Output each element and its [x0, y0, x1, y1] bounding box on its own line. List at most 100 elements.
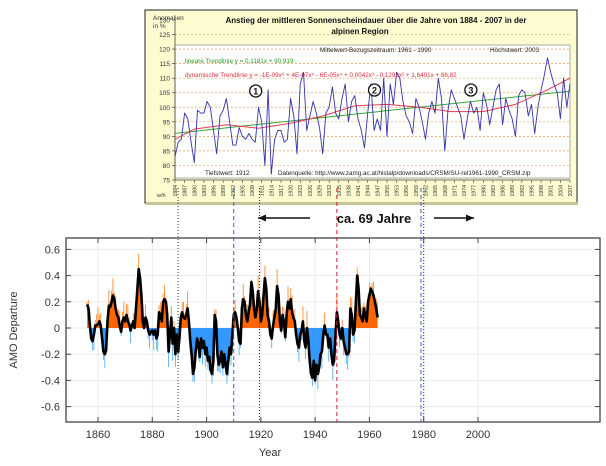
- sunshine-xtick-label: 1935: [337, 185, 343, 197]
- sunshine-ytick-label: 95: [163, 119, 171, 126]
- sunshine-xtick-label: 1959: [414, 185, 420, 197]
- numbered-circle-icon: [249, 84, 263, 98]
- sunshine-ytick-label: 85: [163, 148, 171, 155]
- sunshine-xlabel: w/h: [156, 193, 166, 199]
- marker-1: 1: [249, 84, 263, 98]
- amo-xtick-label: 1960: [357, 429, 381, 441]
- linear-trend-label: lineare Trendlinie y = 0,1181x + 90,919: [185, 58, 294, 65]
- arrow-right-icon: [466, 214, 474, 222]
- sunshine-ytick-label: 80: [163, 163, 171, 170]
- amo-ylabel: AMO Departure: [8, 291, 20, 368]
- amo-xtick-label: 1900: [194, 429, 218, 441]
- amo-smoothed-line: [85, 267, 379, 382]
- sunshine-series-line: [174, 57, 571, 175]
- sunshine-ytick-label: 125: [159, 32, 170, 39]
- sunshine-xtick-label: 1893: [202, 185, 208, 197]
- sunshine-xtick-label: 1926: [308, 185, 314, 197]
- span-label: ca. 69 Jahre: [337, 211, 411, 226]
- numbered-circle-icon: [367, 83, 382, 97]
- sunshine-chart: Anomalien in % Anstieg der mittleren Son…: [0, 0, 606, 210]
- sunshine-xtick-label: 1917: [279, 185, 285, 197]
- amo-ytick-label: 0.6: [45, 244, 60, 256]
- sunshine-xtick-label: 1938: [346, 185, 352, 197]
- sunshine-xtick-label: 1974: [462, 185, 468, 197]
- sunshine-xtick-label: 1920: [289, 185, 295, 197]
- sunshine-ytick-label: 115: [160, 61, 171, 68]
- sunshine-xtick-label: 1908: [250, 185, 256, 197]
- amo-ytick-label: -0.6: [41, 402, 60, 414]
- sunshine-xtick-label: 2007: [568, 185, 574, 197]
- sunshine-xtick-label: 1884: [173, 185, 179, 197]
- sunshine-title-2: alpinen Region: [331, 27, 388, 36]
- sunshine-xtick-label: 1911: [260, 185, 266, 196]
- sunshine-ytick-label: 110: [160, 76, 171, 83]
- sunshine-xtick-label: 1962: [423, 185, 429, 197]
- sunshine-xtick-label: 1914: [269, 185, 275, 197]
- sunshine-xtick-label: 1989: [510, 185, 516, 197]
- sunshine-xtick-label: 1980: [481, 185, 487, 197]
- sunshine-xtick-label: 1971: [452, 185, 458, 197]
- amo-xtick-label: 1980: [411, 429, 435, 441]
- numbered-circle-icon: [464, 83, 478, 97]
- sunshine-xtick-label: 1929: [318, 185, 324, 197]
- amo-xtick-label: 1880: [140, 429, 164, 441]
- sunshine-xtick-label: 1887: [183, 185, 189, 197]
- marker-2: 2: [367, 83, 382, 97]
- poly-trend-line: [174, 77, 571, 140]
- sunshine-xtick-label: 1977: [472, 185, 478, 197]
- sunshine-xtick-label: 1968: [443, 185, 449, 197]
- max-value-label: Höchstwert: 2003: [490, 47, 539, 54]
- sunshine-title-1: Anstieg der mittleren Sonnenscheindauer …: [226, 16, 527, 25]
- sunshine-xtick-label: 1941: [356, 185, 362, 197]
- amo-xtick-label: 1860: [86, 429, 110, 441]
- amo-plot-frame: [65, 237, 601, 423]
- sunshine-xtick-label: 1899: [221, 185, 227, 197]
- reference-period-label: Mittelwert-Bezugszeitraum: 1961 - 1990: [320, 47, 432, 54]
- sunshine-xtick-label: 1965: [433, 185, 439, 197]
- sunshine-xtick-label: 1992: [520, 185, 526, 197]
- amo-ytick-label: -0.4: [41, 375, 60, 387]
- arrow-left-icon: [258, 214, 266, 222]
- sunshine-xtick-label: 1890: [192, 185, 198, 197]
- marker-label: 1: [253, 87, 258, 97]
- amo-ytick-label: 0.4: [45, 271, 60, 283]
- amo-ytick-label: 0: [54, 323, 60, 335]
- marker-3: 3: [464, 83, 478, 97]
- sunshine-xtick-label: 1944: [366, 185, 372, 197]
- amo-xlabel: Year: [259, 447, 282, 459]
- sunshine-xtick-label: 1923: [298, 185, 304, 197]
- marker-label: 3: [468, 86, 473, 96]
- sunshine-xtick-label: 1956: [404, 185, 410, 197]
- amo-xtick-label: 1940: [303, 429, 327, 441]
- amo-chart: -0.6 -0.4 -0.2 0 0.2 0.4 0.6 1860 1880 1900 1920 1…: [8, 237, 601, 459]
- sunshine-ylabel-2: in %: [153, 23, 166, 30]
- amo-ytick-label: -0.2: [41, 349, 60, 361]
- sunshine-xtick-label: 2004: [558, 185, 564, 197]
- sunshine-ytick-label: 90: [163, 134, 171, 141]
- amo-ytick-label: 0.2: [45, 297, 60, 309]
- sunshine-xtick-label: 1953: [395, 185, 401, 197]
- sunshine-ytick-label: 75: [163, 178, 171, 185]
- poly-trend-label: dynamische Trendlinie y = -1E-09x⁶ + 4E-…: [185, 72, 457, 79]
- sunshine-ytick-label: 100: [159, 105, 170, 112]
- marker-label: 2: [372, 86, 377, 96]
- sunshine-xtick-label: 1947: [375, 185, 381, 197]
- sunshine-xtick-label: 1950: [385, 185, 391, 197]
- period-span-annotation: ca. 69 Jahre: [258, 211, 474, 226]
- sunshine-ylabel-1: Anomalien: [153, 15, 184, 22]
- sunshine-xtick-label: 1905: [240, 185, 246, 197]
- source-label: Datenquelle: http://www.zamg.ac.at/hista…: [278, 170, 531, 177]
- sunshine-xtick-label: 2001: [549, 185, 555, 197]
- sunshine-ytick-label: 120: [159, 47, 170, 54]
- sunshine-xtick-label: 1983: [491, 185, 497, 197]
- sunshine-xtick-label: 1998: [539, 185, 545, 197]
- sunshine-ytick-label: 130: [159, 18, 170, 25]
- sunshine-xtick-label: 1896: [212, 185, 218, 197]
- amo-xtick-label: 1920: [249, 429, 273, 441]
- sunshine-xtick-label: 1995: [529, 185, 535, 197]
- min-value-label: Tiefstwert: 1912: [205, 170, 250, 177]
- amo-positive-area: [87, 269, 378, 328]
- sunshine-xtick-label: 1932: [327, 185, 333, 197]
